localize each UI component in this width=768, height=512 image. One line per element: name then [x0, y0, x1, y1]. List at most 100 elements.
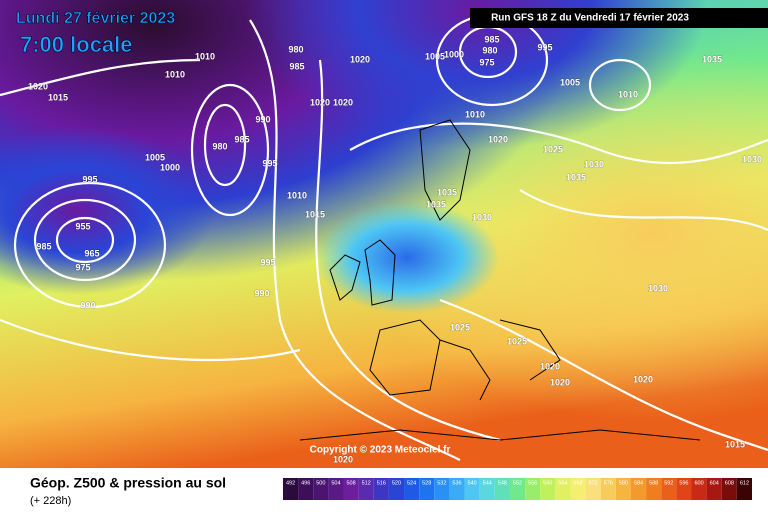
color-swatch	[736, 478, 752, 500]
color-swatch	[721, 478, 737, 500]
scale-label: 608	[725, 480, 734, 486]
color-swatch	[373, 478, 389, 500]
isobar-label: 1020	[28, 81, 48, 91]
color-swatch	[691, 478, 707, 500]
scale-label: 500	[316, 480, 325, 486]
isobar-label: 980	[212, 141, 227, 151]
scale-label: 492	[286, 480, 295, 486]
isobar-label: 1025	[543, 144, 563, 154]
color-swatch	[570, 478, 586, 500]
color-swatch	[449, 478, 465, 500]
isobar-label: 1015	[305, 209, 325, 219]
scale-label: 528	[422, 480, 431, 486]
isobar-label: 990	[254, 288, 269, 298]
isobar-label: 1030	[584, 159, 604, 169]
scale-label: 556	[528, 480, 537, 486]
scale-label: 592	[664, 480, 673, 486]
isobar-label: 980	[482, 45, 497, 55]
isobar-label: 985	[289, 61, 304, 71]
isobar-label: 990	[255, 114, 270, 124]
isobar-label: 975	[75, 262, 90, 272]
color-swatch	[328, 478, 344, 500]
color-swatch	[343, 478, 359, 500]
scale-label: 564	[558, 480, 567, 486]
isobar-label: 1000	[160, 162, 180, 172]
scale-label: 576	[604, 480, 613, 486]
color-swatch	[600, 478, 616, 500]
scale-label: 560	[543, 480, 552, 486]
isobar-label: 980	[288, 44, 303, 54]
color-swatch	[313, 478, 329, 500]
footer-title: Géop. Z500 & pression au sol	[30, 475, 226, 491]
run-banner	[470, 8, 768, 28]
isobar-label: 1015	[725, 439, 745, 449]
isobar-label: 1035	[426, 199, 446, 209]
isobar-label: 975	[479, 57, 494, 67]
scale-label: 580	[619, 480, 628, 486]
isobar-label: 1025	[450, 322, 470, 332]
isobar-label: 1030	[472, 212, 492, 222]
isobar-label: 1010	[618, 89, 638, 99]
isobar-label: 965	[84, 248, 99, 258]
isobar-label: 1005	[425, 51, 445, 61]
scale-label: 520	[392, 480, 401, 486]
isobar-label: 985	[484, 34, 499, 44]
isobar-label: 1030	[648, 283, 668, 293]
color-swatch	[479, 478, 495, 500]
color-scale: 492 496 500 504 508 512 516 520 524 528 532 536 540 5…	[283, 478, 752, 500]
isobar-label: 1035	[566, 172, 586, 182]
isobar-label: 1000	[444, 49, 464, 59]
scale-label: 540	[468, 480, 477, 486]
scale-label: 588	[649, 480, 658, 486]
color-swatch	[494, 478, 510, 500]
scale-label: 568	[573, 480, 582, 486]
isobar-label: 1025	[507, 336, 527, 346]
coastlines	[299, 119, 701, 441]
color-swatch	[706, 478, 722, 500]
scale-label: 508	[346, 480, 355, 486]
isobar-label: 985	[234, 134, 249, 144]
color-swatch	[404, 478, 420, 500]
isobar-label: 1020	[633, 374, 653, 384]
scale-label: 516	[377, 480, 386, 486]
isobar-label: 1005	[560, 77, 580, 87]
color-swatch	[676, 478, 692, 500]
isobar-label: 990	[80, 300, 95, 310]
color-swatch	[661, 478, 677, 500]
color-swatch	[525, 478, 541, 500]
color-swatch	[283, 478, 299, 500]
scale-label: 512	[362, 480, 371, 486]
scale-label: 532	[437, 480, 446, 486]
isobar-label: 1020	[550, 377, 570, 387]
color-swatch	[358, 478, 374, 500]
color-swatch	[615, 478, 631, 500]
color-swatch	[630, 478, 647, 500]
isobar-label: 985	[36, 241, 51, 251]
isobar-label: 1010	[195, 51, 215, 61]
isobar-label: 1010	[465, 109, 485, 119]
scale-label: 600	[694, 480, 703, 486]
scale-label: 548	[498, 480, 507, 486]
isobar-label: 1020	[488, 134, 508, 144]
color-swatch	[298, 478, 314, 500]
isobar-label: 1035	[702, 54, 722, 64]
copyright: Copyright © 2023 Meteociel.fr	[310, 445, 451, 456]
color-swatch	[419, 478, 435, 500]
forecast-date: Lundi 27 février 2023	[16, 10, 175, 27]
forecast-time: 7:00 locale	[20, 32, 133, 57]
scale-label: 612	[740, 480, 749, 486]
isobar-label: 1035	[437, 187, 457, 197]
isobar-label: 995	[82, 174, 97, 184]
scale-label: 504	[331, 480, 340, 486]
isobar-label: 995	[260, 257, 275, 267]
isobar-label: 1020	[310, 97, 330, 107]
isobar-label: 1020	[350, 54, 370, 64]
isobar-label: 1005	[145, 152, 165, 162]
isobar-label: 1020	[540, 361, 560, 371]
isobar-label: 995	[537, 42, 552, 52]
color-swatch	[509, 478, 526, 500]
scale-label: 536	[452, 480, 461, 486]
